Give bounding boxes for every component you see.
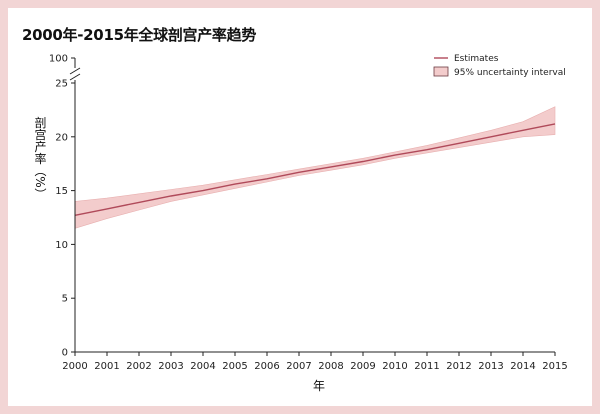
y-tick-label: 100 xyxy=(49,54,68,65)
chart-title: 2000年-2015年全球剖宫产率趋势 xyxy=(22,26,257,44)
estimates-line xyxy=(74,123,556,216)
x-tick-label: 2001 xyxy=(94,361,119,372)
line-chart: 0 5 10 15 20 25 100 2000 2001 2002 2003 2004 2005 200… xyxy=(33,54,568,394)
legend-swatch-interval xyxy=(433,66,449,77)
uncertainty-band xyxy=(74,106,556,229)
legend-label-interval: 95% uncertainty interval xyxy=(454,68,566,78)
x-tick-label: 2005 xyxy=(222,361,247,372)
x-tick-label: 2007 xyxy=(286,361,311,372)
x-tick-label: 2013 xyxy=(478,361,503,372)
chart-card: 2000年-2015年全球剖宫产率趋势 0 5 10 15 20 25 100 2000 200… xyxy=(8,8,592,406)
y-tick-label: 10 xyxy=(55,240,68,251)
x-tick-label: 2015 xyxy=(542,361,567,372)
x-tick-label: 2010 xyxy=(382,361,407,372)
legend-label-estimates: Estimates xyxy=(454,54,499,64)
x-tick-label: 2014 xyxy=(510,361,535,372)
axis-break-mark xyxy=(69,73,81,81)
x-tick-label: 2002 xyxy=(126,361,151,372)
x-tick-label: 2011 xyxy=(414,361,439,372)
y-axis-label: 剖宫产率（%） xyxy=(33,116,47,200)
y-tick-label: 0 xyxy=(62,348,68,359)
y-tick-label: 20 xyxy=(55,132,68,143)
y-tick-label: 25 xyxy=(55,79,68,90)
x-axis-label: 年 xyxy=(313,379,325,393)
x-tick-label: 2006 xyxy=(254,361,279,372)
x-tick-label: 2003 xyxy=(158,361,183,372)
x-tick-label: 2012 xyxy=(446,361,471,372)
x-tick-label: 2008 xyxy=(318,361,343,372)
x-tick-label: 2000 xyxy=(62,361,87,372)
y-tick-label: 5 xyxy=(62,294,68,305)
x-tick-label: 2009 xyxy=(350,361,375,372)
x-tick-label: 2004 xyxy=(190,361,215,372)
y-tick-label: 15 xyxy=(55,186,68,197)
axis-break-mark xyxy=(69,67,81,75)
